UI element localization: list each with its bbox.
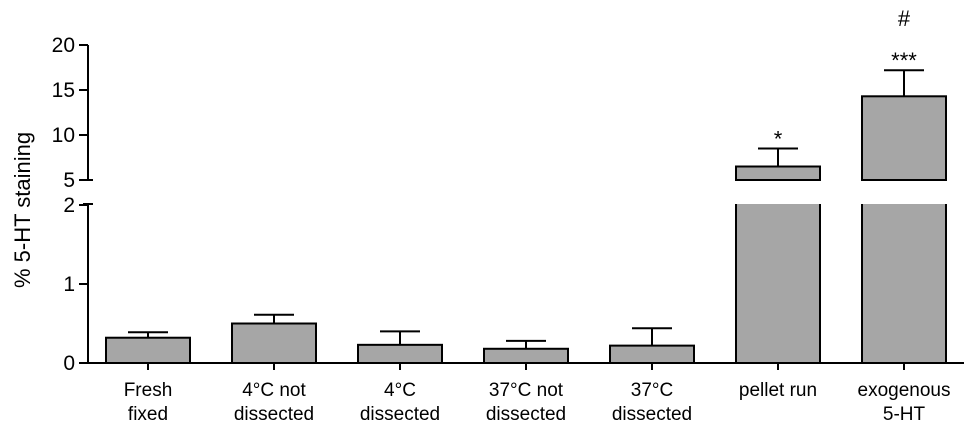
y-tick-label: 5 xyxy=(63,169,75,192)
x-category-label: dissected xyxy=(360,404,440,425)
significance-marker: *** xyxy=(891,48,917,73)
bar xyxy=(735,165,821,181)
x-category-label: dissected xyxy=(234,404,314,425)
y-tick-label: 15 xyxy=(52,79,75,102)
bar xyxy=(231,322,317,364)
y-tick-label: 10 xyxy=(52,124,75,147)
bar xyxy=(357,343,443,364)
y-tick-label: 20 xyxy=(52,34,75,57)
y-tick-label: 0 xyxy=(63,352,75,375)
y-axis-label: % 5-HT staining xyxy=(10,132,35,288)
x-category-label: exogenous xyxy=(858,380,951,401)
y-tick-label: 2 xyxy=(63,194,75,217)
x-category-label: 4°C not xyxy=(242,380,306,401)
bars: ****# xyxy=(105,6,947,365)
x-category-label: dissected xyxy=(612,404,692,425)
x-category-label: 37°C xyxy=(631,380,673,401)
x-category-label: 37°C not xyxy=(489,380,564,401)
y-axis: 0 1 25 10 15 20 xyxy=(52,34,93,375)
x-category-label: fixed xyxy=(128,404,168,425)
x-category-label: Fresh xyxy=(124,380,173,401)
x-category-label: dissected xyxy=(486,404,566,425)
significance-marker: * xyxy=(774,127,783,152)
bar xyxy=(483,347,569,364)
x-category-label: 5-HT xyxy=(883,404,926,425)
x-category-label: pellet run xyxy=(739,380,817,401)
bar xyxy=(861,95,947,181)
x-axis: Fresh fixed 4°C not dissected 4°C dissected 37… xyxy=(88,362,964,425)
bar xyxy=(105,336,191,365)
bar xyxy=(862,204,946,363)
significance-marker: # xyxy=(898,6,911,31)
y-tick-label: 1 xyxy=(63,273,75,296)
bar xyxy=(736,204,820,363)
x-category-label: 4°C xyxy=(384,380,416,401)
bar xyxy=(609,344,695,364)
